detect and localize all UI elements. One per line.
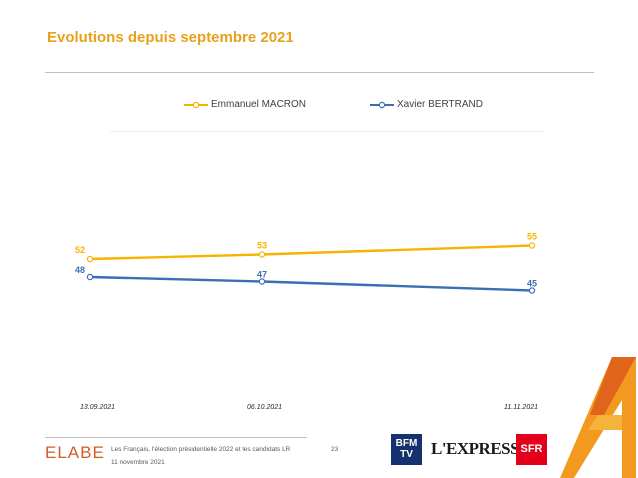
study-date: 11 novembre 2021 [111,459,165,466]
x-tick-label-2: 11.11.2021 [504,404,538,411]
data-point-1-1 [258,278,266,285]
elabe-logo: ELABE [45,443,105,462]
legend-item-macron: Emmanuel MACRON [183,99,306,110]
data-label-1-1: 47 [257,270,267,280]
data-point-1-2 [528,287,536,294]
elabe-brand-mark [560,357,636,478]
x-tick-label-0: 13.09.2021 [80,404,116,411]
footer-divider [45,437,307,438]
data-label-0-0: 52 [75,245,85,255]
title-divider [45,72,594,73]
data-label-0-1: 53 [257,241,267,251]
data-label-0-2: 55 [527,232,537,242]
legend-swatch-macron [184,101,208,108]
legend-label-bertrand: Xavier BERTRAND [397,99,483,110]
series-line-0 [89,244,533,261]
legend-swatch-bertrand [370,101,394,108]
data-point-0-0 [86,255,94,263]
lexpress-logo: L'EXPRESS [431,439,520,458]
data-label-1-2: 45 [527,279,537,289]
page-number: 23 [331,446,339,453]
series-line-1 [89,275,533,292]
study-title: Les Français, l'élection présidentielle … [111,446,291,453]
legend-separator [110,131,545,132]
data-label-1-0: 48 [75,265,85,275]
data-point-0-2 [528,242,536,249]
data-point-1-0 [86,273,94,281]
sfr-logo: SFR [516,434,547,465]
legend-label-macron: Emmanuel MACRON [211,99,307,110]
legend-item-bertrand: Xavier BERTRAND [369,99,483,110]
page-title: Evolutions depuis septembre 2021 [47,29,294,46]
x-tick-label-1: 06.10.2021 [247,404,283,411]
bfm-tv-logo: BFM TV [391,434,422,465]
data-point-0-1 [258,251,266,258]
